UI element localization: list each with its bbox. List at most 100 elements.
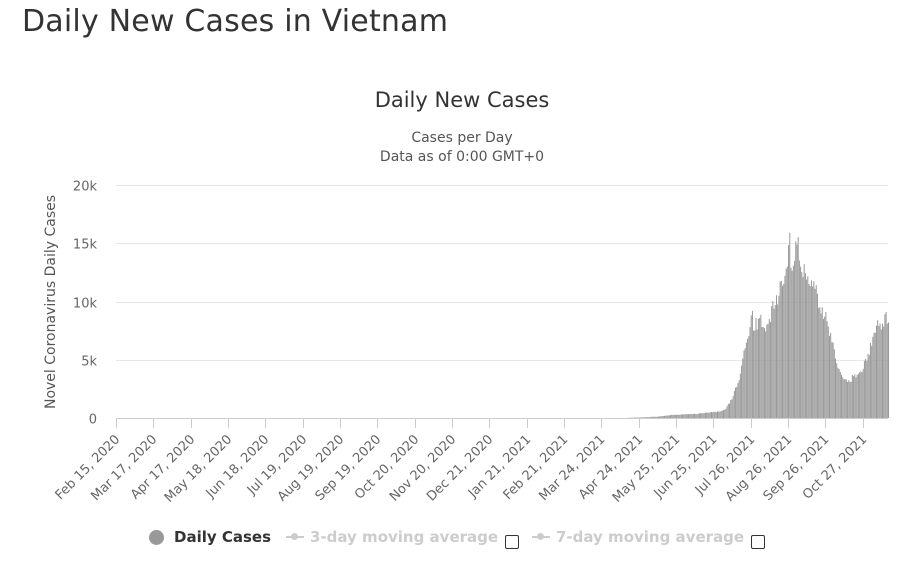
bar[interactable]	[822, 318, 824, 418]
bar[interactable]	[848, 380, 850, 418]
bar[interactable]	[780, 280, 782, 418]
bar[interactable]	[888, 322, 890, 418]
bar[interactable]	[791, 270, 793, 418]
bar[interactable]	[712, 412, 714, 418]
bar[interactable]	[679, 414, 681, 418]
bar[interactable]	[719, 411, 721, 418]
bar[interactable]	[661, 416, 663, 418]
bar[interactable]	[739, 373, 741, 418]
bar[interactable]	[847, 381, 849, 418]
bar[interactable]	[774, 305, 776, 418]
bar[interactable]	[730, 399, 732, 418]
bar[interactable]	[788, 245, 790, 418]
bar[interactable]	[668, 415, 670, 418]
bar[interactable]	[795, 241, 797, 418]
bar[interactable]	[732, 396, 734, 418]
bar[interactable]	[753, 330, 755, 419]
bar[interactable]	[741, 365, 743, 418]
bar[interactable]	[756, 329, 758, 418]
legend-item-7-day-average[interactable]: 7-day moving average	[532, 528, 744, 546]
bar[interactable]	[862, 368, 864, 418]
bar[interactable]	[726, 406, 728, 418]
bar[interactable]	[830, 333, 832, 418]
bar[interactable]	[676, 414, 678, 418]
bar[interactable]	[801, 272, 803, 418]
bar[interactable]	[763, 328, 765, 418]
bar[interactable]	[757, 318, 759, 418]
bar[interactable]	[831, 342, 833, 418]
bar[interactable]	[872, 336, 874, 418]
bar[interactable]	[861, 372, 863, 418]
bar[interactable]	[785, 268, 787, 418]
bar[interactable]	[815, 285, 817, 418]
bar[interactable]	[677, 414, 679, 418]
bar[interactable]	[798, 260, 800, 418]
bar[interactable]	[828, 335, 831, 418]
bar[interactable]	[792, 265, 794, 418]
bar[interactable]	[826, 321, 828, 418]
bar[interactable]	[704, 412, 706, 418]
bar[interactable]	[806, 279, 808, 418]
bar[interactable]	[790, 267, 792, 418]
bar[interactable]	[751, 310, 753, 418]
bar[interactable]	[729, 403, 731, 418]
bar[interactable]	[863, 360, 865, 418]
bar[interactable]	[747, 338, 749, 418]
bar[interactable]	[638, 417, 640, 418]
bar[interactable]	[738, 380, 740, 418]
bar[interactable]	[771, 306, 773, 418]
bar[interactable]	[733, 391, 735, 418]
bar[interactable]	[777, 304, 779, 418]
bar[interactable]	[696, 414, 698, 418]
bar[interactable]	[875, 325, 877, 418]
bar[interactable]	[767, 323, 769, 418]
bar[interactable]	[713, 411, 715, 418]
bar[interactable]	[749, 327, 751, 418]
bar[interactable]	[825, 311, 827, 418]
bar[interactable]	[663, 415, 666, 418]
bar[interactable]	[762, 327, 764, 418]
bar[interactable]	[682, 414, 684, 419]
bar[interactable]	[845, 379, 847, 418]
bar[interactable]	[789, 232, 791, 418]
bar[interactable]	[784, 275, 786, 418]
bar[interactable]	[827, 326, 829, 418]
bar[interactable]	[660, 416, 662, 418]
bar[interactable]	[706, 412, 708, 418]
bar[interactable]	[766, 324, 768, 418]
bar[interactable]	[665, 415, 667, 418]
bar[interactable]	[877, 320, 879, 418]
bar[interactable]	[750, 315, 752, 418]
bar[interactable]	[674, 414, 676, 418]
bar[interactable]	[869, 342, 871, 418]
bar[interactable]	[657, 416, 659, 418]
bar[interactable]	[838, 369, 840, 418]
bar[interactable]	[737, 383, 739, 418]
bar[interactable]	[797, 237, 799, 418]
bar[interactable]	[856, 374, 858, 418]
bar[interactable]	[648, 417, 650, 418]
bar[interactable]	[886, 323, 888, 418]
bar[interactable]	[688, 413, 690, 418]
bar[interactable]	[857, 373, 859, 418]
legend-checkbox-7-day[interactable]	[751, 535, 765, 549]
bar[interactable]	[836, 363, 838, 418]
bar[interactable]	[716, 411, 718, 418]
bar[interactable]	[743, 350, 745, 418]
bar[interactable]	[731, 399, 733, 418]
bar[interactable]	[835, 358, 837, 418]
bar[interactable]	[714, 411, 716, 418]
bar[interactable]	[691, 414, 693, 418]
bar[interactable]	[655, 416, 657, 418]
bar[interactable]	[860, 371, 862, 418]
bar[interactable]	[666, 415, 668, 418]
bar[interactable]	[643, 417, 645, 418]
bar[interactable]	[878, 325, 880, 418]
bar[interactable]	[808, 284, 810, 418]
bar[interactable]	[708, 412, 710, 418]
bar[interactable]	[725, 408, 727, 418]
bar[interactable]	[692, 414, 694, 418]
bar[interactable]	[710, 411, 712, 418]
bar[interactable]	[810, 280, 812, 418]
bar[interactable]	[867, 353, 869, 418]
